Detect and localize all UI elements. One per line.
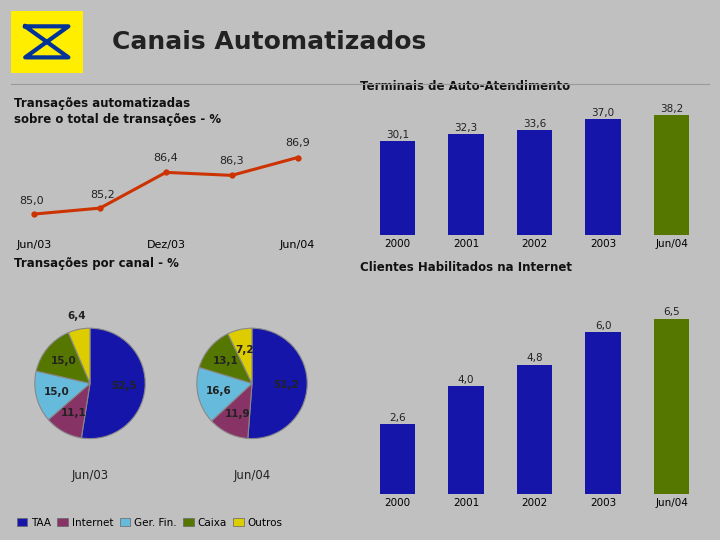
Text: 85,2: 85,2 [91, 191, 115, 200]
Text: 51,2: 51,2 [274, 380, 299, 390]
Bar [654, 319, 689, 494]
Text: Jun/04: Jun/04 [233, 469, 271, 482]
Text: 2,6: 2,6 [390, 413, 406, 422]
Text: 33,6: 33,6 [523, 119, 546, 129]
Text: 6,0: 6,0 [595, 321, 611, 330]
Text: 37,0: 37,0 [592, 108, 615, 118]
Text: 6,4: 6,4 [67, 311, 86, 321]
Bar [517, 364, 552, 494]
Polygon shape [22, 20, 72, 64]
Text: 86,9: 86,9 [285, 138, 310, 149]
Bar [380, 141, 415, 235]
Wedge shape [81, 328, 145, 438]
Wedge shape [228, 328, 252, 383]
Text: Canais Automatizados: Canais Automatizados [112, 30, 426, 53]
Bar [380, 424, 415, 494]
Text: 86,4: 86,4 [153, 153, 179, 163]
Wedge shape [48, 383, 90, 438]
Legend: TAA, Internet, Ger. Fin., Caixa, Outros: TAA, Internet, Ger. Fin., Caixa, Outros [12, 514, 287, 532]
Text: 13,1: 13,1 [213, 356, 239, 366]
Wedge shape [197, 367, 252, 421]
Text: 6,5: 6,5 [663, 307, 680, 317]
Text: 11,9: 11,9 [225, 409, 250, 419]
Text: 4,0: 4,0 [458, 375, 474, 384]
Text: Transações automatizadas: Transações automatizadas [14, 97, 191, 110]
Text: Clientes Habilitados na Internet: Clientes Habilitados na Internet [360, 261, 572, 274]
Wedge shape [36, 333, 90, 383]
Text: sobre o total de transações - %: sobre o total de transações - % [14, 113, 222, 126]
Text: 30,1: 30,1 [386, 130, 409, 140]
Wedge shape [35, 371, 90, 420]
Wedge shape [68, 328, 90, 383]
Text: 38,2: 38,2 [660, 104, 683, 114]
Bar [449, 386, 484, 494]
Bar [585, 119, 621, 235]
Text: 11,1: 11,1 [60, 408, 86, 418]
Bar [585, 332, 621, 494]
Wedge shape [212, 383, 252, 438]
Text: Transações por canal - %: Transações por canal - % [14, 256, 179, 269]
Text: 32,3: 32,3 [454, 123, 478, 133]
Text: Terminais de Auto-Atendimento: Terminais de Auto-Atendimento [360, 80, 570, 93]
Bar [654, 116, 689, 235]
Bar [517, 130, 552, 235]
Wedge shape [199, 334, 252, 383]
Text: 16,6: 16,6 [206, 386, 232, 396]
Bar [449, 134, 484, 235]
Text: 15,0: 15,0 [44, 387, 70, 397]
Text: 15,0: 15,0 [51, 356, 76, 367]
Text: 52,5: 52,5 [112, 381, 137, 391]
Text: 86,3: 86,3 [220, 156, 244, 166]
Text: 4,8: 4,8 [526, 353, 543, 363]
Text: 7,2: 7,2 [235, 345, 253, 355]
Text: 85,0: 85,0 [19, 197, 44, 206]
Text: Jun/03: Jun/03 [71, 469, 109, 482]
Wedge shape [248, 328, 307, 438]
